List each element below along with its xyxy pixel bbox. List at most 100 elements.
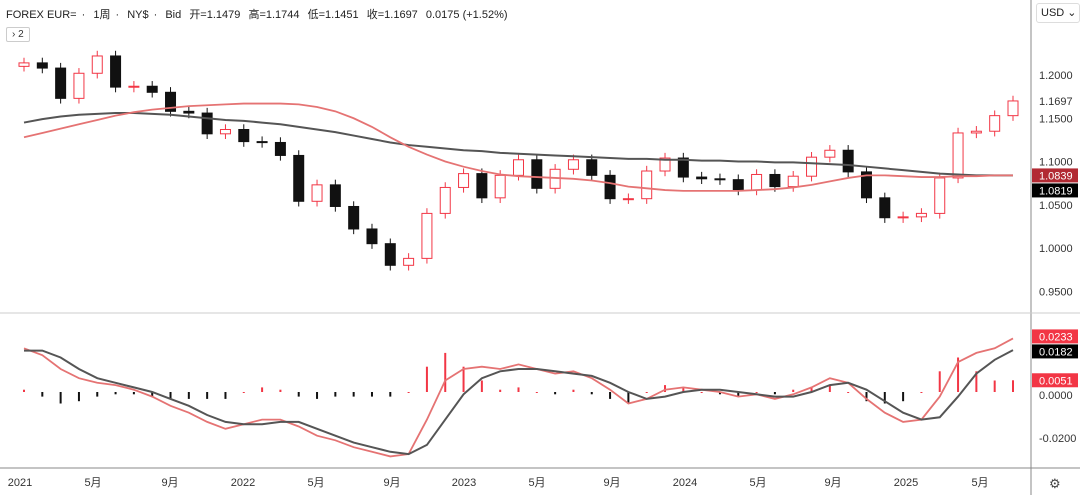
macd-histogram-bar bbox=[828, 385, 831, 392]
candle-body bbox=[18, 62, 30, 67]
macd-histogram-bar bbox=[206, 392, 209, 399]
candle-body bbox=[860, 171, 872, 199]
time-tick-label: 5月 bbox=[971, 477, 988, 489]
expand-indicators-button[interactable]: › 2 bbox=[6, 27, 30, 42]
candle-body bbox=[696, 176, 708, 180]
candle-body bbox=[274, 141, 286, 156]
high-value: 高=1.1744 bbox=[248, 9, 300, 21]
macd-histogram-bar bbox=[554, 392, 557, 395]
histogram-value-label: 0.0051 bbox=[1039, 375, 1073, 387]
interval[interactable]: 1周 bbox=[93, 9, 111, 21]
time-tick-label: 2024 bbox=[673, 477, 697, 489]
macd-histogram-bar bbox=[902, 392, 905, 402]
candle-body bbox=[439, 186, 451, 214]
price-tick-label: 1.0500 bbox=[1039, 200, 1073, 212]
candle-body bbox=[604, 174, 616, 200]
separator-dot: · bbox=[153, 9, 158, 21]
price-tick-label: 0.9500 bbox=[1039, 286, 1073, 298]
separator-dot: · bbox=[81, 9, 86, 21]
time-tick-label: 9月 bbox=[161, 477, 178, 489]
macd-histogram-bar bbox=[920, 392, 923, 393]
ma-pink-price-label-bg bbox=[1032, 168, 1078, 183]
macd-histogram-bar bbox=[352, 392, 355, 397]
macd-histogram-bar bbox=[480, 380, 483, 392]
macd-histogram-bar bbox=[169, 392, 172, 399]
close-value: 收=1.1697 bbox=[366, 9, 418, 21]
price-tick-label: 1.0000 bbox=[1039, 243, 1073, 255]
moving-average-pink bbox=[23, 102, 1013, 192]
candle-body bbox=[677, 157, 689, 178]
change-value: 0.0175 (+1.52%) bbox=[425, 9, 508, 21]
macd-histogram-bar bbox=[993, 380, 996, 392]
venue: NY$ bbox=[127, 9, 149, 21]
candle-body bbox=[128, 85, 140, 88]
macd-histogram-bar bbox=[975, 371, 978, 392]
macd-histogram-bar bbox=[279, 389, 282, 392]
candle-body bbox=[91, 55, 103, 74]
candle-body bbox=[1007, 100, 1019, 117]
candle-body bbox=[787, 175, 799, 188]
macd-tick-label: 0.0000 bbox=[1039, 390, 1073, 402]
macd-histogram-bar bbox=[590, 392, 593, 395]
candle-body bbox=[879, 197, 891, 219]
candle-body bbox=[915, 212, 927, 218]
macd-histogram-bar bbox=[773, 392, 776, 395]
ma-pink-price-label: 1.0839 bbox=[1039, 170, 1073, 182]
candle-body bbox=[238, 128, 250, 143]
currency-select[interactable]: USD ⌄ bbox=[1036, 3, 1080, 23]
candle-body bbox=[183, 110, 195, 114]
candle-body bbox=[55, 67, 67, 99]
macd-histogram-bar bbox=[242, 392, 245, 393]
price-tick-label: 1.1500 bbox=[1039, 113, 1073, 125]
candle-body bbox=[311, 184, 323, 202]
macd-histogram-bar bbox=[535, 392, 538, 393]
candle-body bbox=[348, 205, 360, 230]
symbol[interactable]: FOREX EUR= bbox=[6, 9, 77, 21]
macd-histogram-bar bbox=[114, 392, 117, 395]
macd-histogram-bar bbox=[96, 392, 99, 397]
macd-histogram-bar bbox=[755, 392, 758, 393]
candle-body bbox=[293, 154, 305, 202]
candle-body bbox=[36, 62, 48, 69]
signal-value-label-bg bbox=[1032, 344, 1078, 359]
macd-histogram-bar bbox=[444, 352, 447, 392]
macd-histogram-bar bbox=[700, 392, 703, 393]
open-value: 开=1.1479 bbox=[189, 9, 241, 21]
candle-body bbox=[659, 157, 671, 172]
macd-histogram-bar bbox=[1012, 380, 1014, 392]
candle-body bbox=[842, 149, 854, 173]
macd-histogram-bar bbox=[316, 392, 319, 399]
moving-average-grey bbox=[23, 112, 1013, 177]
signal-line bbox=[24, 349, 1014, 456]
candle-body bbox=[934, 177, 946, 214]
macd-histogram-bar bbox=[737, 392, 740, 397]
candle-body bbox=[989, 115, 1001, 132]
macd-histogram-bar bbox=[462, 366, 465, 392]
settings-gear-icon[interactable]: ⚙ bbox=[1049, 476, 1061, 491]
macd-histogram-bar bbox=[883, 392, 886, 404]
candle-body bbox=[384, 243, 396, 266]
time-tick-label: 5月 bbox=[749, 477, 766, 489]
ma-grey-price-label-bg bbox=[1032, 183, 1078, 198]
time-tick-label: 9月 bbox=[603, 477, 620, 489]
macd-histogram-bar bbox=[938, 371, 941, 392]
candle-body bbox=[256, 141, 268, 144]
price-tick-label: 1.2000 bbox=[1039, 70, 1073, 82]
time-tick-label: 2021 bbox=[8, 477, 32, 489]
time-tick-label: 5月 bbox=[307, 477, 324, 489]
macd-histogram-bar bbox=[370, 392, 373, 397]
candle-body bbox=[219, 128, 231, 135]
macd-line bbox=[23, 337, 1014, 458]
macd-histogram-bar bbox=[224, 392, 227, 399]
candle-body bbox=[421, 212, 433, 259]
candle-body bbox=[403, 257, 415, 266]
histogram-value-label-bg bbox=[1032, 373, 1078, 388]
time-tick-label: 2022 bbox=[231, 477, 255, 489]
low-value: 低=1.1451 bbox=[307, 9, 359, 21]
candle-body bbox=[494, 174, 506, 199]
candle-body bbox=[769, 173, 781, 188]
time-tick-label: 9月 bbox=[824, 477, 841, 489]
candle-body bbox=[146, 85, 158, 93]
macd-histogram-bar bbox=[810, 387, 813, 392]
